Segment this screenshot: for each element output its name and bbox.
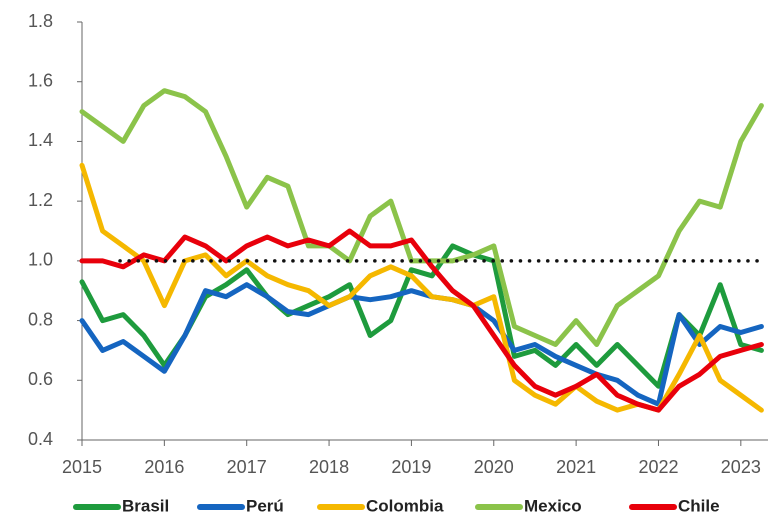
- y-tick-label: 1.2: [28, 190, 53, 210]
- legend-label: Brasil: [122, 496, 169, 515]
- y-tick-label: 0.8: [28, 309, 53, 329]
- y-tick-label: 1.8: [28, 11, 53, 31]
- legend: Brasil Perú Colombia Mexico Chile: [73, 496, 720, 515]
- x-tick-label: 2021: [556, 457, 596, 477]
- series-line: [79, 282, 764, 407]
- x-tick-label: 2023: [721, 457, 761, 477]
- legend-label: Perú: [246, 496, 284, 515]
- series-line: [79, 88, 764, 347]
- legend-label: Mexico: [524, 496, 582, 515]
- y-tick-label: 0.4: [28, 429, 53, 449]
- x-tick-label: 2019: [391, 457, 431, 477]
- x-tick-label: 2022: [638, 457, 678, 477]
- x-tick-label: 2017: [227, 457, 267, 477]
- x-tick-label: 2020: [474, 457, 514, 477]
- y-tick-label: 1.0: [28, 250, 53, 270]
- x-tick-label: 2016: [144, 457, 184, 477]
- y-tick-label: 0.6: [28, 369, 53, 389]
- series-line: [79, 162, 764, 413]
- y-tick-label: 1.6: [28, 70, 53, 90]
- x-tick-label: 2018: [309, 457, 349, 477]
- series-line: [79, 228, 764, 413]
- x-tick-label: 2015: [62, 457, 102, 477]
- legend-label: Colombia: [366, 496, 444, 515]
- y-tick-label: 1.4: [28, 130, 53, 150]
- legend-label: Chile: [678, 496, 720, 515]
